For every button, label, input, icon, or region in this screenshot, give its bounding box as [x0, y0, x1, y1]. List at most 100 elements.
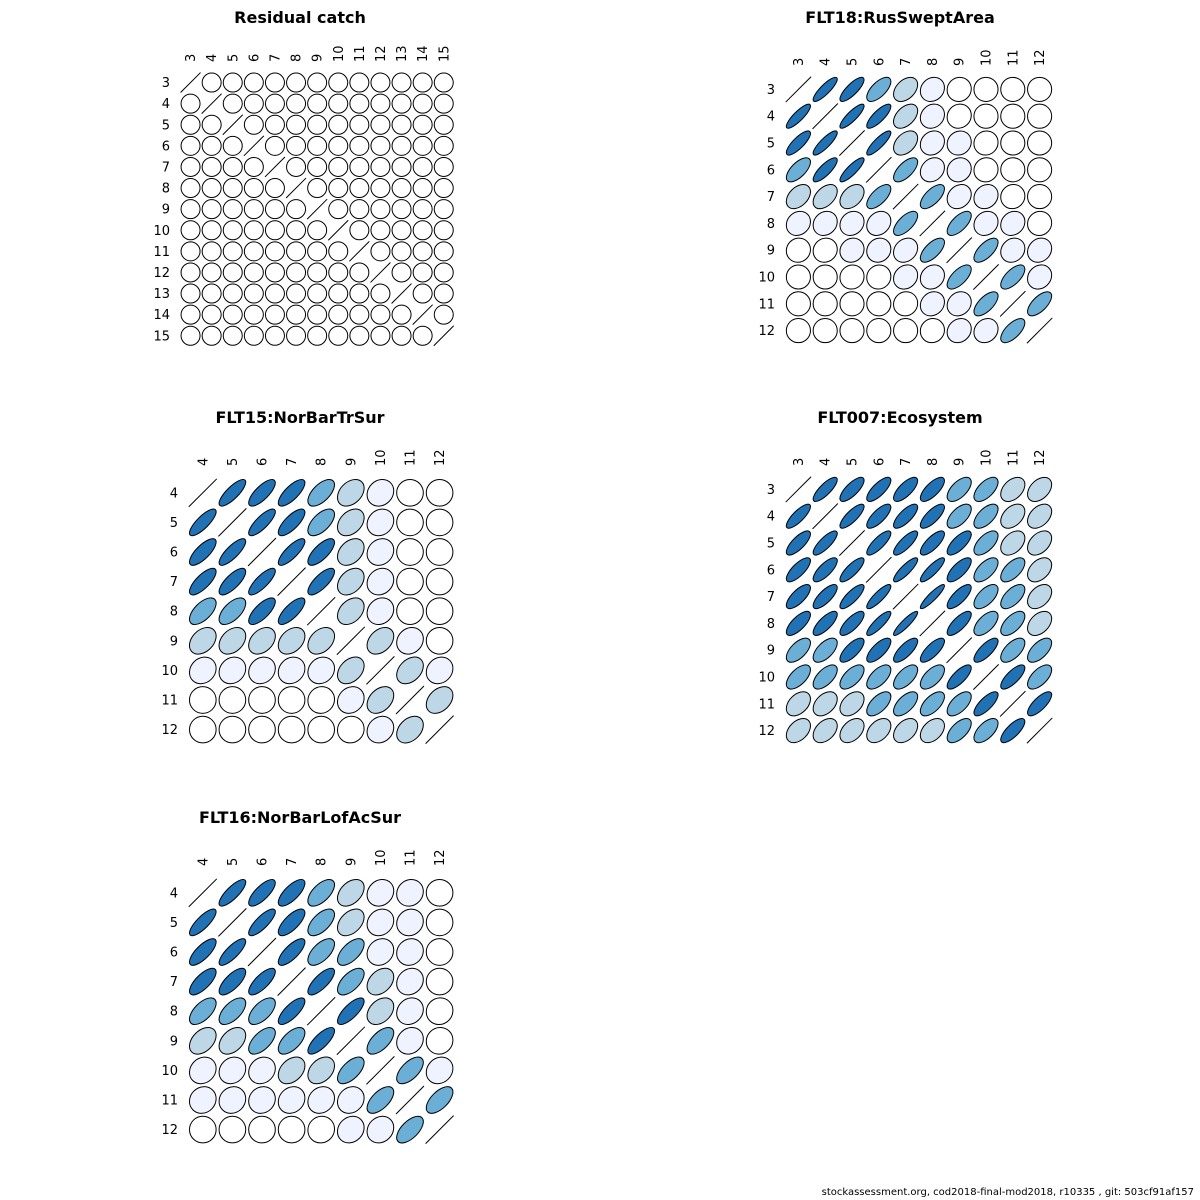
column-tick-label: 12 — [1033, 49, 1048, 66]
correlation-ellipse — [412, 72, 433, 93]
correlation-ellipse — [349, 220, 370, 241]
correlation-ellipse — [973, 584, 999, 610]
correlation-ellipse — [286, 199, 307, 220]
correlation-ellipse — [188, 908, 217, 937]
correlation-ellipse — [919, 237, 945, 263]
correlation-ellipse — [893, 291, 919, 317]
diagonal-mark — [218, 908, 247, 937]
correlation-ellipse — [412, 114, 433, 135]
column-tick-label: 14 — [416, 45, 431, 62]
correlation-ellipse — [201, 156, 222, 177]
correlation-ellipse — [349, 178, 370, 199]
correlation-ellipse — [222, 325, 243, 346]
correlation-ellipse — [248, 1056, 276, 1085]
correlation-ellipse — [366, 1115, 395, 1144]
correlation-ellipse — [349, 199, 370, 220]
column-tick-label: 6 — [256, 858, 271, 866]
correlation-ellipse — [370, 178, 391, 199]
diagonal-mark — [366, 1056, 395, 1085]
diagonal-mark — [285, 177, 307, 199]
diagonal-mark — [812, 503, 839, 530]
correlation-ellipse — [1027, 691, 1053, 717]
row-tick-label: 13 — [153, 287, 170, 302]
correlation-ellipse — [248, 686, 276, 714]
row-tick-label: 12 — [758, 324, 775, 339]
diagonal-mark — [336, 1026, 366, 1056]
diagonal-mark — [425, 715, 454, 744]
correlation-ellipse — [839, 718, 865, 744]
row-tick-label: 6 — [170, 946, 178, 961]
correlation-ellipse — [785, 157, 811, 183]
correlation-ellipse — [396, 656, 424, 685]
correlation-ellipse — [396, 508, 424, 537]
correlation-ellipse — [1000, 557, 1026, 583]
correlation-ellipse — [893, 264, 919, 290]
correlation-ellipse — [425, 626, 454, 655]
correlation-ellipse — [180, 178, 201, 199]
correlation-ellipse — [946, 718, 972, 744]
correlation-ellipse — [893, 637, 919, 663]
correlation-ellipse — [1000, 318, 1026, 344]
correlation-ellipse — [248, 1115, 276, 1144]
correlation-ellipse — [1027, 637, 1053, 663]
correlation-ellipse — [366, 508, 395, 537]
correlation-ellipse — [188, 656, 217, 685]
correlation-ellipse — [893, 130, 919, 156]
correlation-ellipse — [433, 178, 454, 199]
correlation-ellipse — [366, 686, 395, 714]
diagonal-mark — [180, 72, 201, 93]
correlation-ellipse — [370, 199, 391, 220]
correlation-ellipse — [248, 908, 276, 937]
correlation-ellipse — [277, 938, 306, 966]
correlation-ellipse — [370, 325, 391, 346]
correlation-ellipse — [1027, 184, 1053, 210]
correlation-ellipse — [1000, 584, 1026, 610]
correlation-ellipse — [243, 325, 264, 346]
correlation-ellipse — [391, 325, 412, 346]
correlation-ellipse — [812, 318, 838, 344]
correlation-ellipse — [785, 130, 811, 156]
correlation-ellipse — [264, 262, 285, 283]
correlation-ellipse — [286, 156, 307, 177]
correlation-ellipse — [336, 967, 365, 996]
correlation-ellipse — [973, 237, 999, 263]
correlation-ellipse — [264, 72, 285, 93]
diagonal-mark — [243, 135, 265, 157]
diagonal-mark — [349, 241, 370, 262]
column-tick-label: 6 — [256, 458, 271, 466]
diagonal-mark — [336, 626, 366, 656]
diagonal-mark — [391, 283, 412, 304]
diagonal-mark — [277, 967, 306, 996]
correlation-ellipse — [946, 184, 972, 210]
correlation-ellipse — [973, 130, 999, 156]
correlation-ellipse — [180, 304, 201, 325]
correlation-ellipse — [336, 656, 365, 685]
correlation-ellipse — [336, 715, 365, 744]
correlation-ellipse — [307, 715, 336, 744]
correlation-ellipse — [218, 597, 247, 626]
diagonal-mark — [218, 508, 247, 537]
correlation-ellipse — [785, 103, 811, 129]
correlation-ellipse — [433, 262, 454, 283]
correlation-ellipse — [248, 567, 276, 596]
correlation-ellipse — [349, 114, 370, 135]
correlation-ellipse — [248, 1026, 276, 1055]
panel-title: FLT16:NorBarLofAcSur — [199, 808, 401, 827]
correlation-ellipse — [366, 626, 395, 655]
column-tick-label: 13 — [395, 45, 410, 62]
row-tick-label: 10 — [758, 271, 775, 286]
correlation-ellipse — [277, 1086, 306, 1114]
correlation-ellipse — [218, 1086, 247, 1114]
correlation-ellipse — [396, 997, 424, 1026]
correlation-ellipse — [396, 478, 424, 507]
correlation-ellipse — [946, 103, 972, 129]
correlation-ellipse — [180, 283, 201, 304]
correlation-ellipse — [243, 156, 264, 177]
correlation-ellipse — [1027, 157, 1053, 183]
row-tick-label: 8 — [170, 605, 178, 620]
correlation-ellipse — [243, 304, 264, 325]
correlation-ellipse — [812, 237, 838, 263]
correlation-ellipse — [201, 114, 222, 135]
correlation-ellipse — [286, 283, 307, 304]
correlation-ellipse — [425, 656, 454, 685]
